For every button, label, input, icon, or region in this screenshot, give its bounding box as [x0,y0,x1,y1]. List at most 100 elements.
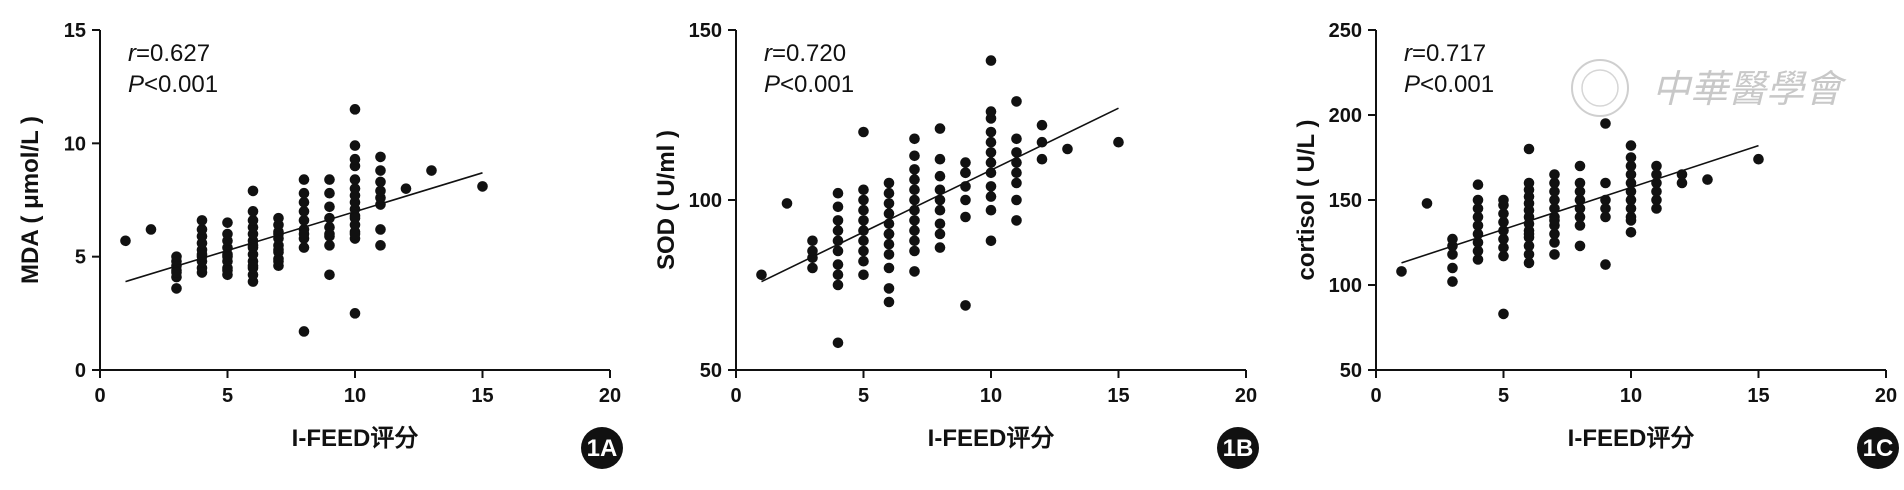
scatter-point [934,184,946,196]
scatter-point [349,153,361,165]
scatter-point [349,212,361,224]
scatter-point [858,269,869,281]
scatter-point [1549,169,1560,180]
scatter-point [349,308,361,319]
scatter-point [1011,133,1022,145]
panel-1B: 0 5 10 15 20 50 100 150 I-FEED评分 SOD ( U/ml ) r=0.… [653,20,1259,469]
scatter-point [883,228,895,240]
scatter-point [909,225,920,236]
scatter-point [1523,228,1535,240]
scatter-point [1498,250,1509,262]
scatter-point [375,240,386,251]
x-tick-label: 20 [1235,385,1257,407]
scatter-point [1011,194,1022,206]
scatter-point [832,245,844,257]
scatter-point [1651,160,1662,172]
scatter-point [832,215,844,226]
scatter-point [1600,177,1611,189]
scatter-point [1011,157,1022,168]
scatter-point [1011,167,1022,179]
x-tick-label: 5 [858,385,869,407]
scatter-point [883,238,895,250]
scatter-point [171,283,182,294]
panel-badge [1857,427,1899,469]
scatter-point [909,164,920,175]
scatter-point [909,215,920,226]
y-tick-label: 100 [1329,275,1362,297]
scatter-point [120,235,131,247]
scatter-point [1498,216,1509,228]
scatter-point [832,269,844,281]
scatter-point [298,242,310,253]
scatter-point [1421,198,1433,209]
scatter-point [1523,240,1535,252]
scatter-point [1549,194,1560,206]
panel-badge [581,427,623,469]
scatter-point [273,255,284,267]
panel-label: 1C [1863,435,1894,462]
scatter-point [832,187,844,199]
scatter-point [909,204,920,216]
x-tick-label: 0 [1370,385,1381,407]
scatter-point [1600,259,1611,270]
panel-label: 1B [1223,435,1254,462]
scatter-point [1011,215,1022,226]
scatter-point [960,157,971,168]
scatter-point [781,198,793,209]
scatter-point [1549,215,1560,226]
scatter-point [883,249,895,260]
scatter-point [324,187,335,199]
scatter-point [1625,140,1637,151]
scatter-point [985,126,997,138]
scatter-point [298,206,310,217]
x-tick-label: 10 [980,385,1002,407]
r-value: =0.627 [136,40,210,67]
scatter-point [375,224,386,235]
scatter-point [400,183,412,194]
scatter-point [1625,169,1637,180]
scatter-point [1600,118,1611,129]
scatter-point [807,262,818,274]
x-tick-label: 0 [94,385,105,407]
scatter-point [222,251,233,262]
scatter-point [1447,249,1458,260]
scatter-point [1396,266,1407,277]
scatter-point [1625,203,1637,214]
scatter-point [273,212,284,224]
scatter-point [1011,147,1022,158]
p-annotation: P<0.001 [1404,71,1494,98]
scatter-point [1549,177,1560,189]
scatter-point [1651,169,1662,180]
scatter-point [1625,152,1637,163]
scatter-point [883,177,895,189]
scatter-point [1549,249,1560,260]
r-symbol: r [128,40,137,67]
scatter-point [858,184,869,196]
regression-line [1401,144,1759,264]
scatter-point [375,165,386,176]
scatter-point [883,187,895,199]
scatter-point [1549,186,1560,197]
r-symbol: r [1404,40,1413,67]
panel-label: 1A [587,435,618,462]
scatter-point [1574,160,1586,172]
scatter-point [1676,177,1688,189]
regression-line [761,107,1119,283]
scatter-point [858,255,869,267]
scatter-point [1011,177,1022,189]
x-axis-label: I-FEED评分 [292,425,419,452]
scatter-point [1523,257,1535,269]
scatter-point [349,104,361,115]
y-axis-label: SOD ( U/ml ) [653,130,680,270]
scatter-point [171,251,182,262]
scatter-point [298,228,310,240]
scatter-point [324,201,335,213]
scatter-point [883,208,895,219]
scatter-point [349,183,361,194]
scatter-point [934,242,946,253]
scatter-point [985,167,997,179]
scatter-point [247,260,259,272]
y-axis-label: MDA ( μmol/L ) [17,116,44,284]
scatter-point [1549,228,1560,240]
p-value: <0.001 [780,71,854,98]
